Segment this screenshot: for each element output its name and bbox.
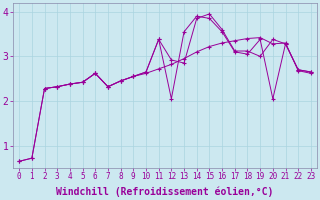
X-axis label: Windchill (Refroidissement éolien,°C): Windchill (Refroidissement éolien,°C) (56, 187, 274, 197)
